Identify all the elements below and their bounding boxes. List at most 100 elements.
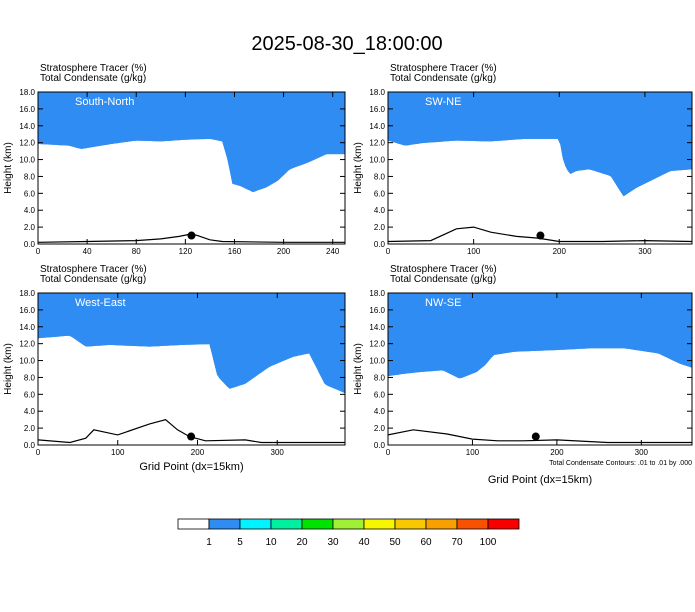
x-tick-label: 100 [111,448,125,457]
plot-frame [37,91,346,245]
y-tick-label: 12.0 [19,340,35,349]
y-tick-label: 2.0 [24,223,36,232]
legend-swatch-3 [270,518,303,530]
y-tick-label: 6.0 [24,390,36,399]
y-axis-label: Height (km) [3,343,14,395]
y-tick-label: 2.0 [24,424,36,433]
panel-label-condensate: Total Condensate (g/kg) [40,274,146,285]
panel-south-north: 0.0 2.0 4.0 6.0 8.0 10.0 12.0 14.0 16.0 18.0 0 40 80… [3,63,346,256]
y-tick-label: 16.0 [19,105,35,114]
plot-frame [387,292,693,446]
legend-label: 20 [296,537,308,548]
legend-swatch-0 [177,518,210,530]
x-tick-label: 40 [83,247,92,256]
legend-swatch-5 [332,518,365,530]
x-tick-label: 200 [550,448,564,457]
y-tick-label: 0.0 [24,441,36,450]
location-marker [531,432,540,441]
tracer-field [388,92,692,244]
x-tick-label: 200 [553,247,567,256]
y-tick-label: 16.0 [369,306,385,315]
panel-name: South-North [75,96,134,108]
panel-label-tracer: Stratosphere Tracer (%) [390,63,497,74]
y-tick-label: 10.0 [19,156,35,165]
legend-label: 30 [327,537,339,548]
y-tick-label: 10.0 [19,357,35,366]
y-tick-label: 10.0 [369,156,385,165]
y-tick-label: 8.0 [374,172,386,181]
y-tick-label: 4.0 [374,407,386,416]
x-axis-label: Grid Point (dx=15km) [139,461,243,473]
tracer-field [388,293,692,445]
legend-swatch-8 [425,518,458,530]
y-tick-label: 10.0 [369,357,385,366]
y-tick-label: 18.0 [19,289,35,298]
panel-label-tracer: Stratosphere Tracer (%) [390,264,497,275]
y-tick-label: 6.0 [24,189,36,198]
legend-label: 10 [265,537,277,548]
color-legend: 1 5 10 20 30 40 50 60 70 100 [177,518,520,548]
y-tick-label: 18.0 [19,88,35,97]
legend-label: 70 [451,537,463,548]
tracer-level-1 [38,92,345,193]
y-tick-label: 18.0 [369,88,385,97]
y-axis-label: Height (km) [353,343,364,395]
y-tick-label: 14.0 [369,323,385,332]
terrain-line [388,429,692,444]
y-tick-label: 12.0 [369,340,385,349]
y-tick-label: 8.0 [374,373,386,382]
panel-nw-se: 0.0 2.0 4.0 6.0 8.0 10.0 12.0 14.0 16.0 18.0 0 100 2… [353,264,693,486]
x-tick-label: 80 [132,247,141,256]
y-axis-label: Height (km) [353,142,364,194]
panel-sw-ne: 0.0 2.0 4.0 6.0 8.0 10.0 12.0 14.0 16.0 18.0 0 100 2… [353,63,693,256]
x-tick-label: 100 [466,448,480,457]
tracer-field [38,293,345,445]
x-tick-label: 300 [635,448,649,457]
tracer-level-1 [38,293,345,394]
legend-swatch-10 [487,518,520,530]
y-tick-label: 12.0 [369,139,385,148]
tracer-level-1 [388,293,692,379]
y-tick-label: 16.0 [369,105,385,114]
main-title: 2025-08-30_18:00:00 [251,33,442,55]
tracer-level-1 [388,92,692,197]
terrain-line [38,419,345,444]
location-marker [187,231,196,240]
panel-name: NW-SE [425,297,461,309]
terrain-line [388,226,692,243]
tracer-field [38,92,345,244]
legend-swatch-7 [394,518,427,530]
y-tick-label: 0.0 [374,441,386,450]
panel-west-east: 0.0 2.0 4.0 6.0 8.0 10.0 12.0 14.0 16.0 18.0 0 100 2… [3,264,346,473]
y-tick-label: 0.0 [24,240,36,249]
x-axis-label: Grid Point (dx=15km) [488,474,592,486]
y-tick-label: 4.0 [374,206,386,215]
x-tick-label: 200 [191,448,205,457]
y-tick-label: 14.0 [19,323,35,332]
y-tick-label: 18.0 [369,289,385,298]
legend-label: 1 [206,537,212,548]
y-tick-label: 16.0 [19,306,35,315]
legend-label: 5 [237,537,243,548]
panel-label-condensate: Total Condensate (g/kg) [40,73,146,84]
x-tick-label: 0 [36,448,41,457]
plot-frame [387,91,693,245]
panel-label-condensate: Total Condensate (g/kg) [390,73,496,84]
location-marker [187,432,196,441]
x-tick-label: 120 [179,247,193,256]
y-tick-label: 8.0 [24,172,36,181]
legend-swatch-6 [363,518,396,530]
y-tick-label: 0.0 [374,240,386,249]
panel-label-tracer: Stratosphere Tracer (%) [40,264,147,275]
y-tick-label: 8.0 [24,373,36,382]
y-tick-label: 2.0 [374,424,386,433]
legend-label: 100 [480,537,497,548]
location-marker [536,231,545,240]
y-tick-label: 6.0 [374,189,386,198]
x-tick-label: 0 [386,247,391,256]
y-tick-label: 4.0 [24,407,36,416]
y-axis-label: Height (km) [3,142,14,194]
x-tick-label: 160 [228,247,242,256]
panel-label-tracer: Stratosphere Tracer (%) [40,63,147,74]
